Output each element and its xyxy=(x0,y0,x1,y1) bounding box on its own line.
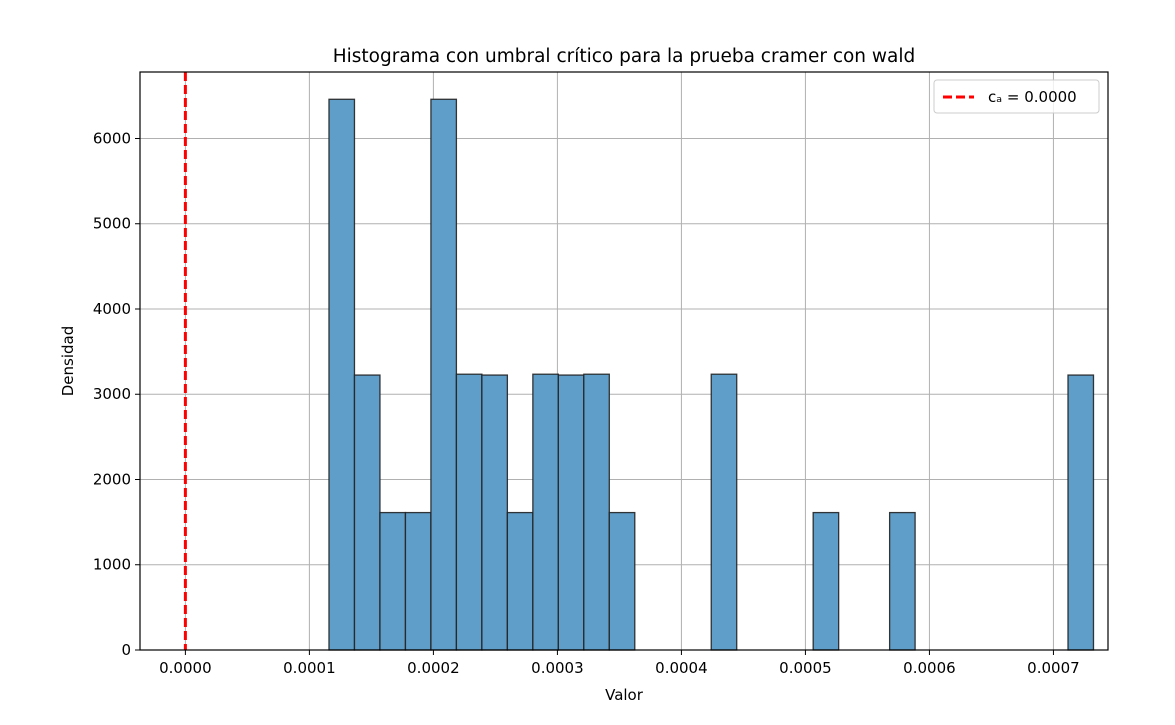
x-tick-label: 0.0001 xyxy=(283,659,336,677)
histogram-bar xyxy=(583,373,610,651)
histogram-bar xyxy=(506,511,534,651)
histogram-bar xyxy=(532,373,559,651)
x-tick-label: 0.0002 xyxy=(407,659,460,677)
legend-label: cₐ = 0.0000 xyxy=(988,88,1077,106)
histogram-bar xyxy=(608,511,636,651)
histogram-bar xyxy=(710,373,738,651)
x-tick-label: 0.0000 xyxy=(159,659,212,677)
histogram-bar xyxy=(430,98,458,651)
histogram-bar xyxy=(812,511,840,651)
histogram-bar xyxy=(455,373,483,651)
y-tick-label: 0 xyxy=(121,641,131,659)
histogram-bar xyxy=(888,511,916,651)
y-tick-label: 6000 xyxy=(93,129,131,147)
histogram-bar xyxy=(379,511,407,651)
legend-box xyxy=(933,79,1100,114)
histogram-bar xyxy=(481,374,509,651)
x-tick-label: 0.0003 xyxy=(531,659,584,677)
y-tick-label: 4000 xyxy=(93,300,131,318)
histogram-bar xyxy=(353,374,381,651)
x-tick-label: 0.0005 xyxy=(779,659,832,677)
y-tick-label: 5000 xyxy=(93,215,131,233)
plot-frame xyxy=(139,71,1109,651)
y-tick-label: 3000 xyxy=(93,385,131,403)
histogram-bar xyxy=(328,98,356,651)
x-tick-label: 0.0004 xyxy=(655,659,708,677)
x-tick-label: 0.0007 xyxy=(1027,659,1080,677)
y-axis-label: Densidad xyxy=(59,326,77,397)
histogram-bars xyxy=(328,98,1095,651)
legend: cₐ = 0.0000 xyxy=(933,79,1100,114)
x-axis-ticks: 0.0000 0.0001 0.0002 0.0003 0.0004 0.0005 0.00… xyxy=(159,650,1080,677)
y-tick-label: 2000 xyxy=(93,470,131,488)
y-tick-label: 1000 xyxy=(93,556,131,574)
histogram-bar xyxy=(557,374,585,651)
y-axis-ticks: 0 1000 2000 3000 4000 5000 6000 xyxy=(93,129,140,659)
x-axis-label: Valor xyxy=(605,686,644,704)
grid xyxy=(140,72,1108,651)
histogram-bar xyxy=(1067,374,1095,651)
histogram-bar xyxy=(404,511,432,651)
x-tick-label: 0.0006 xyxy=(903,659,956,677)
chart-title: Histograma con umbral crítico para la pr… xyxy=(333,46,916,67)
